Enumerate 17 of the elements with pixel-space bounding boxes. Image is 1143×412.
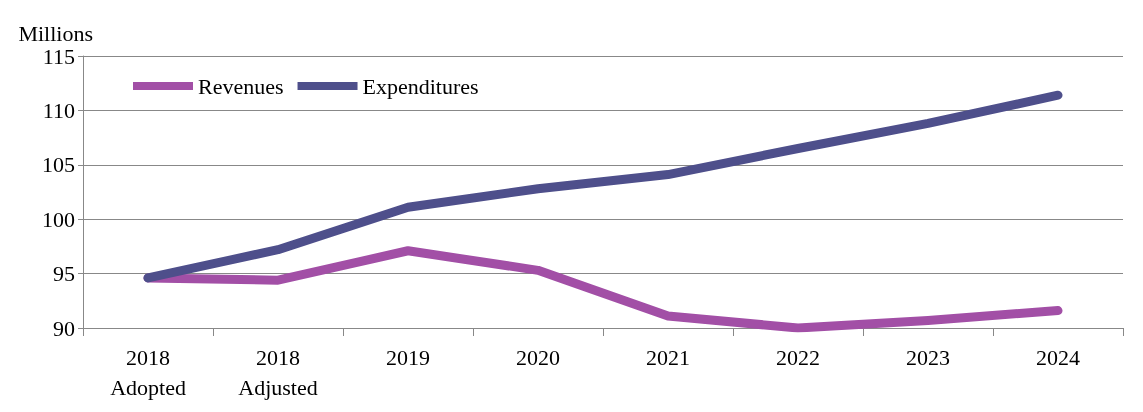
x-tick-label: 2022 bbox=[776, 344, 820, 370]
y-tick-label: 100 bbox=[42, 206, 75, 232]
y-tick-label: 110 bbox=[42, 97, 75, 123]
x-tick-label: 2024 bbox=[1036, 344, 1080, 370]
y-tick-label: 105 bbox=[42, 152, 75, 178]
y-tick-label: 95 bbox=[53, 261, 75, 287]
x-tick-label: 2021 bbox=[646, 344, 690, 370]
x-tick-label: 2018 Adjusted bbox=[238, 344, 318, 400]
x-tick-label: 2020 bbox=[516, 344, 560, 370]
legend-label: Expenditures bbox=[362, 73, 479, 99]
y-tick-label: 115 bbox=[42, 43, 75, 69]
x-tick-label: 2019 bbox=[386, 344, 430, 370]
x-tick-label: 2018 Adopted bbox=[110, 344, 186, 400]
legend-label: Revenues bbox=[198, 73, 284, 99]
x-tick-label: 2023 bbox=[906, 344, 950, 370]
y-axis-title: Millions bbox=[18, 20, 93, 46]
y-tick-label: 90 bbox=[53, 315, 75, 341]
